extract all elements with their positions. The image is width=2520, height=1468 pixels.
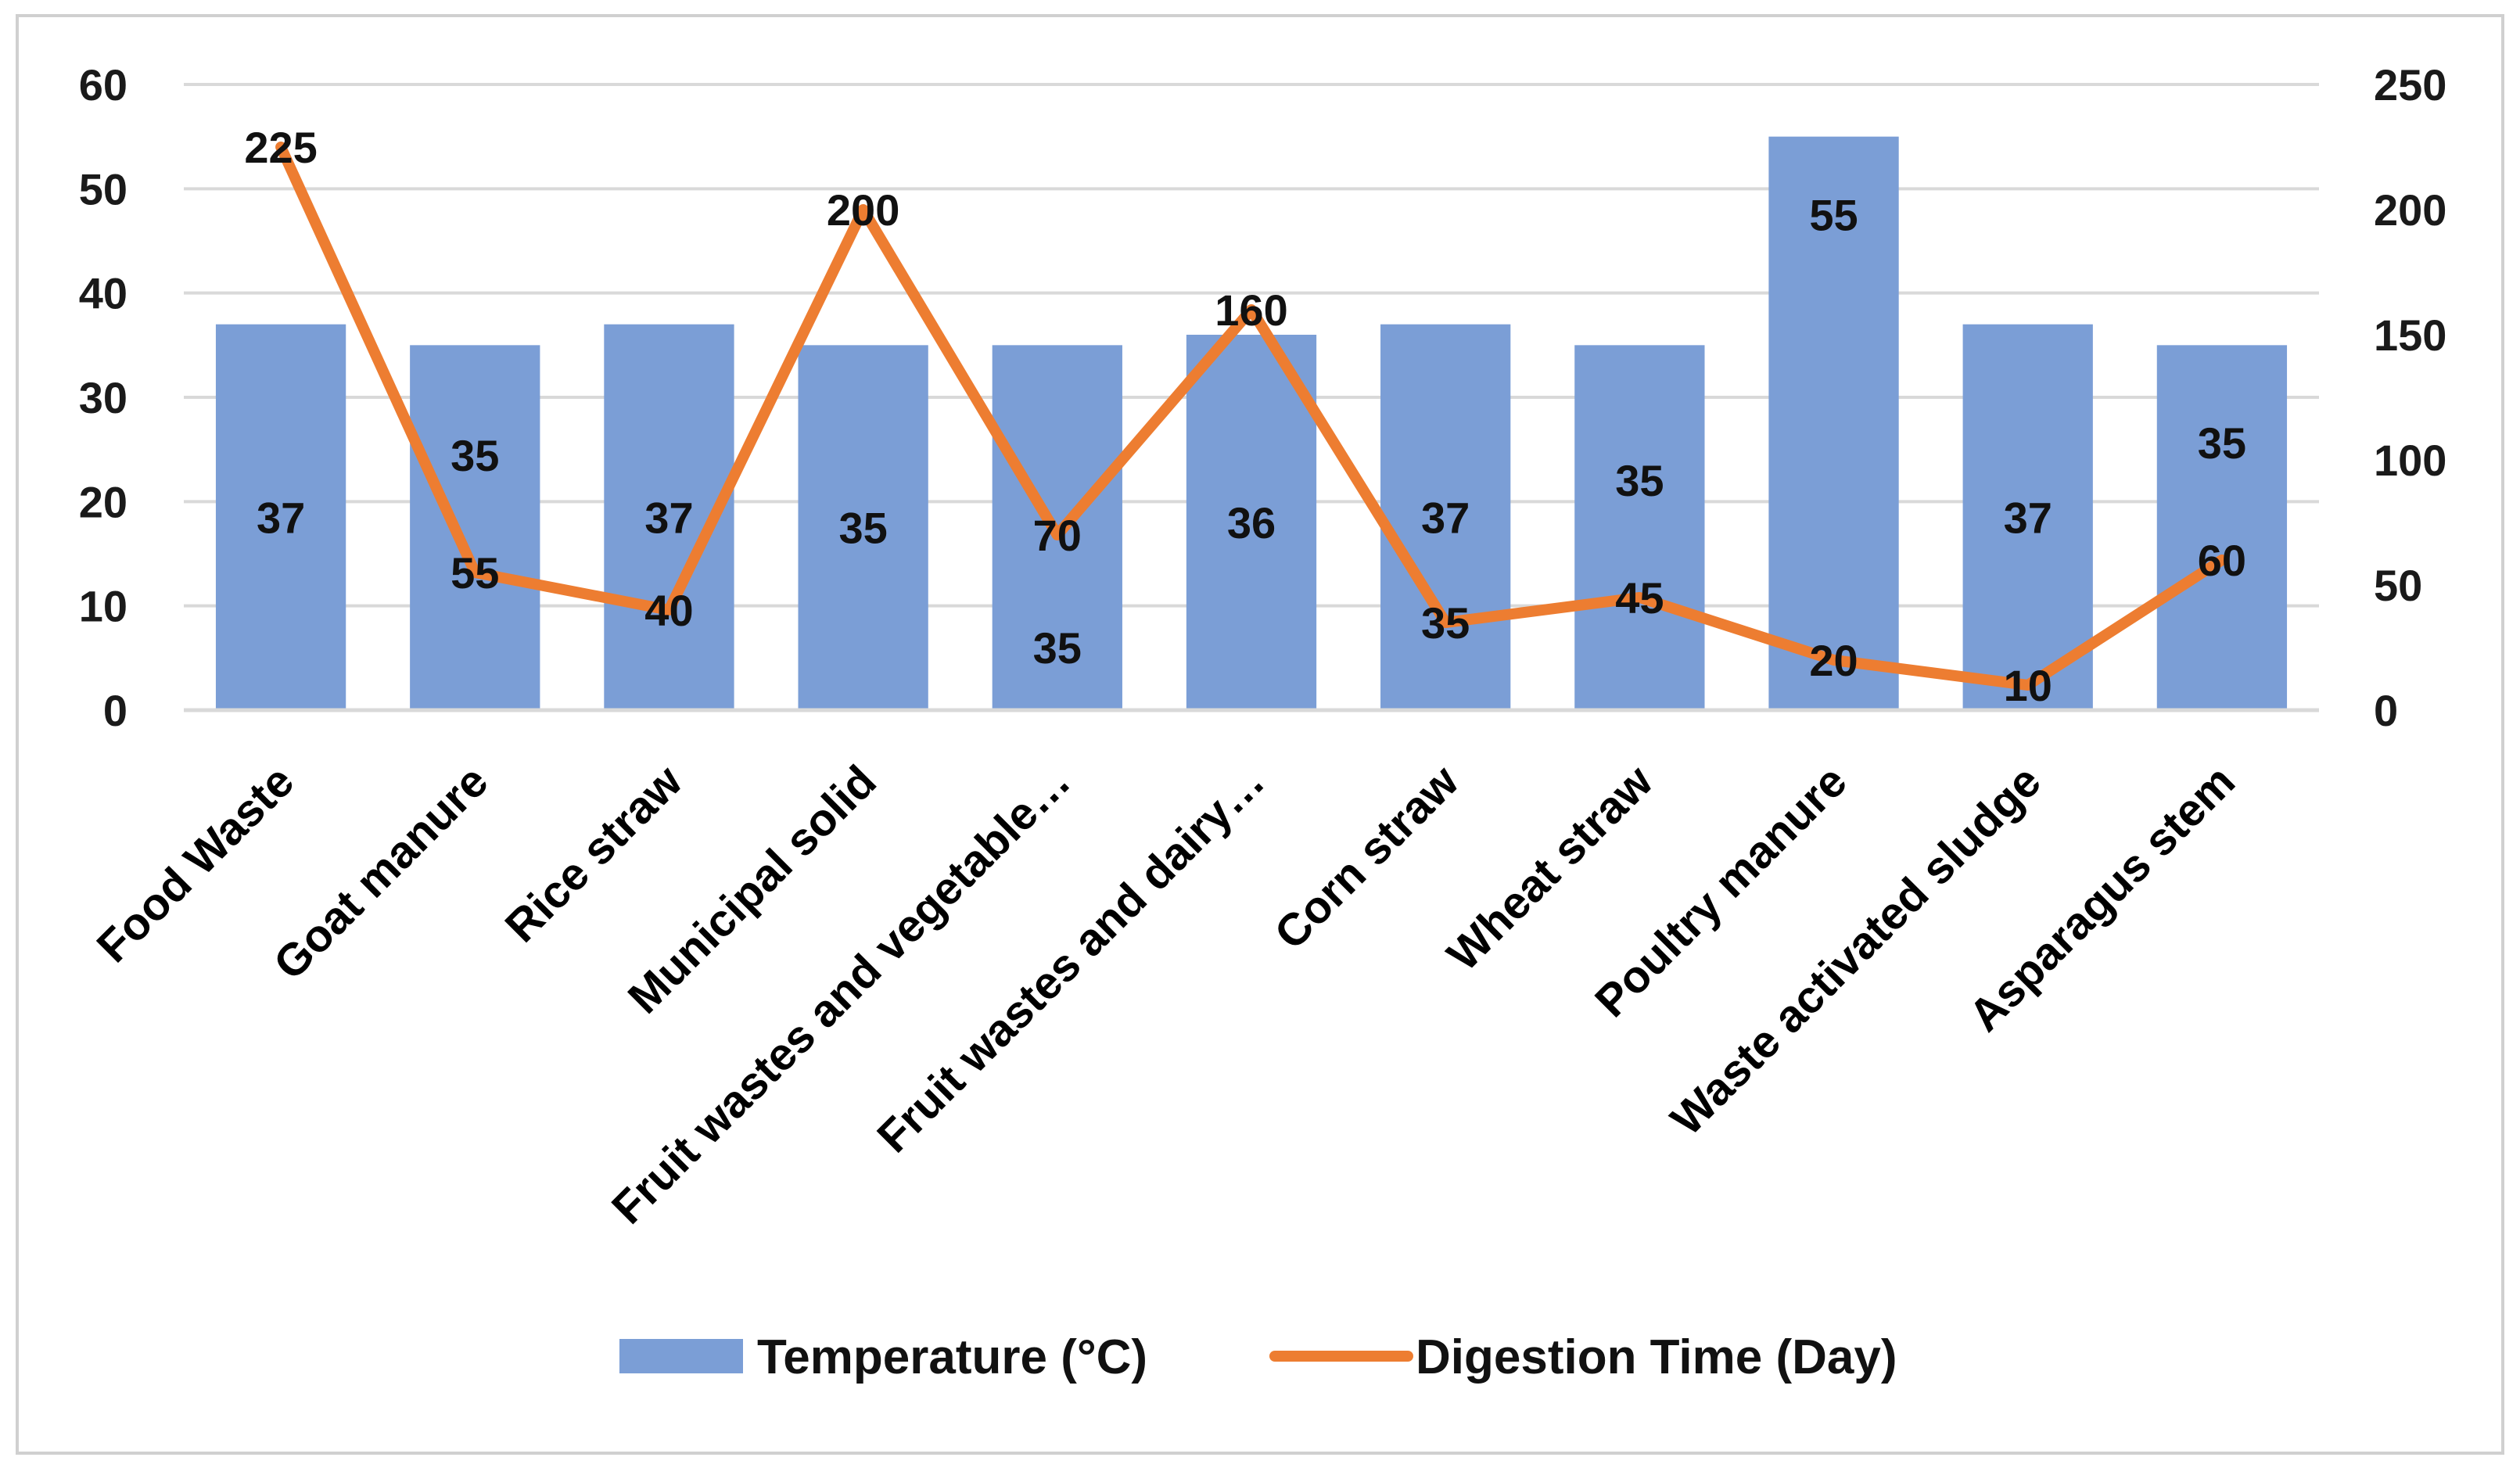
bar-data-label: 35 (1033, 623, 1082, 673)
bar-series-temperature (215, 136, 2288, 710)
bar-data-label: 35 (838, 504, 887, 553)
line-point (1831, 658, 1836, 662)
bar-data-label: 37 (644, 493, 693, 542)
line-point (860, 207, 866, 212)
y-tick-label-right: 250 (2374, 60, 2446, 109)
bar (1768, 136, 1899, 710)
line-data-label: 45 (1615, 573, 1664, 623)
bar-data-label: 37 (2004, 493, 2052, 542)
bar-data-label: 35 (1615, 456, 1664, 505)
bar (1380, 324, 1511, 710)
line-data-label: 60 (2198, 536, 2246, 585)
y-tick-label-left: 60 (79, 60, 127, 109)
y-tick-label-right: 0 (2374, 686, 2398, 735)
bar (215, 324, 346, 710)
line-point (278, 145, 284, 149)
bar-data-label: 55 (1809, 191, 1858, 240)
line-point (1054, 533, 1060, 537)
legend-label-temperature: Temperature (°C) (757, 1330, 1147, 1384)
legend: Temperature (°C) Digestion Time (Day) (619, 1330, 1897, 1384)
line-point (2025, 683, 2030, 687)
y-tick-label-left: 50 (79, 164, 127, 214)
y-tick-label-left: 20 (79, 477, 127, 526)
line-series-digestion-time (275, 142, 2227, 691)
data-labels: 37 35 37 35 35 36 37 35 55 37 35 225 55 40 200 70 160 35 4… (244, 123, 2246, 710)
line-data-label: 20 (1809, 636, 1858, 685)
bar (1962, 324, 2093, 710)
line-data-label: 200 (827, 185, 899, 235)
legend-swatch-temperature (619, 1339, 743, 1373)
y-tick-label-right: 50 (2374, 561, 2422, 610)
line-point (666, 608, 672, 612)
legend-label-digestion-time: Digestion Time (Day) (1416, 1330, 1897, 1384)
y-tick-label-left: 10 (79, 582, 127, 631)
line-point (1637, 595, 1642, 600)
y-tick-label-left: 30 (79, 373, 127, 422)
line-data-label: 40 (644, 586, 693, 635)
y-tick-label-left: 40 (79, 269, 127, 318)
chart-border (16, 14, 2504, 1455)
line-data-label: 35 (1421, 598, 1470, 648)
y-tick-label-right: 200 (2374, 185, 2446, 235)
y-tick-label-right: 100 (2374, 436, 2446, 485)
line-data-label: 225 (244, 123, 317, 172)
y-tick-label-right: 150 (2374, 310, 2446, 360)
line-data-label: 70 (1033, 511, 1082, 560)
line-data-label: 55 (451, 548, 499, 598)
bar-data-label: 36 (1227, 498, 1276, 547)
bar (2156, 345, 2288, 710)
bar-data-label: 37 (1421, 493, 1470, 542)
bar (410, 345, 540, 710)
bar-data-label: 35 (2198, 418, 2246, 468)
bar-data-label: 35 (451, 431, 499, 480)
line-point (1443, 620, 1448, 625)
y-tick-label-left: 0 (103, 686, 127, 735)
bar (1574, 345, 1705, 710)
bar (1186, 335, 1317, 710)
bar (798, 345, 928, 710)
line-point (472, 570, 478, 575)
line-point (2219, 558, 2224, 562)
line-point (1249, 307, 1254, 312)
line-data-label: 10 (2004, 661, 2052, 710)
bar-data-label: 37 (257, 493, 305, 542)
line-data-label: 160 (1215, 285, 1287, 335)
